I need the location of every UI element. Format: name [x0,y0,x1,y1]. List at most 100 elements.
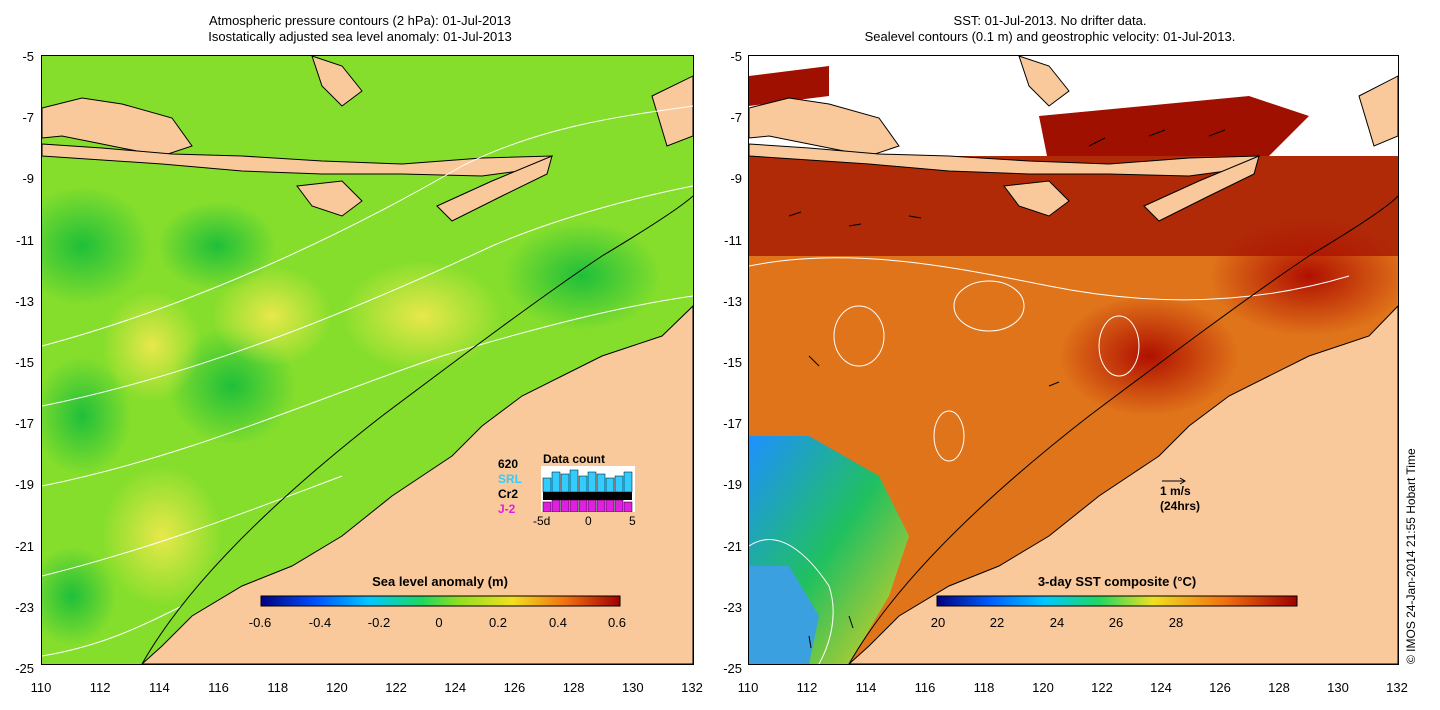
sst-map [748,55,1399,665]
sst-colorbar [936,595,1298,607]
right-title-line2: Sealevel contours (0.1 m) and geostrophi… [864,29,1236,44]
sst-cb-tick-5: 28 [1168,615,1184,630]
sst-warm-patch-1 [749,66,829,106]
timor-island [436,155,553,222]
sst-colorbar-label: 3-day SST composite (°C) [1037,574,1197,589]
left-lat-tick: -13 [15,293,34,309]
left-lon-tick: 118 [267,680,289,695]
left-lon-tick: 114 [148,680,170,695]
right-lat-tick: -7 [730,110,742,126]
sla-contour-3 [1098,315,1140,377]
sla-high-4 [102,466,222,606]
right-lon-tick: 120 [1032,680,1054,695]
sat-620-label: 620 [498,457,519,471]
imos-credit: © IMOS 24-Jan-2014 21:55 Hobart Time [1404,448,1418,664]
sat-j2-label: J-2 [498,502,516,516]
left-lon-tick: 128 [562,680,585,695]
left-lat-tick: -25 [15,661,34,676]
right-lat-tick: -9 [730,171,742,187]
left-title-line2: Isostatically adjusted sea level anomaly… [208,29,512,44]
sla-contour-6 [749,539,834,664]
left-lat-tick: -7 [22,110,34,126]
data-count-chart [541,466,635,512]
left-lat-tick: -19 [15,477,34,493]
left-lon-tick: 112 [89,680,111,695]
right-lat-tick: -25 [723,661,742,676]
sla-low-4 [502,221,662,331]
right-lon-tick: 126 [1209,680,1231,695]
left-lon-tick: 126 [503,680,526,695]
left-lon-tick: 120 [326,680,348,695]
sla-contour-4 [933,410,965,462]
sla-cb-tick-3: -0.2 [367,615,391,630]
right-lat-tick: -21 [723,538,742,554]
left-lat-tick: -23 [15,599,34,615]
scale-arrow-head [1179,477,1186,485]
sst-warm-patch-2 [1039,96,1309,166]
left-title-line1: Atmospheric pressure contours (2 hPa): 0… [208,13,512,28]
sst-sulawesi-land [1018,56,1070,107]
left-lon-tick: 130 [621,680,644,695]
right-lat-tick: -11 [724,232,742,248]
right-lat-tick: -19 [723,477,742,493]
right-lat-tick: -5 [730,49,742,64]
sst-warm-core-1 [1209,216,1398,336]
right-lat-tick: -17 [723,416,742,432]
sla-map-canvas [42,56,693,664]
sst-cb-tick-3: 24 [1049,615,1065,630]
sla-high-2 [102,291,202,401]
sla-contour-1 [833,305,885,367]
right-lon-tick: 112 [796,680,818,695]
data-count-xtick-2: 0 [585,514,592,528]
sla-low-2 [157,201,277,291]
left-lat-tick: -21 [15,538,34,554]
sla-high-1 [212,266,332,366]
new-guinea-land [651,75,693,147]
sla-low-5 [42,356,132,476]
data-count-title: Data count [543,452,606,466]
sla-high-3 [342,261,502,371]
sst-map-canvas [749,56,1398,664]
scale-arrow-label-1: 1 m/s [1160,484,1191,498]
left-lat-tick: -15 [15,355,34,370]
australia-mainland [141,305,693,664]
sla-low-1 [42,186,152,306]
sst-timor-island [1143,155,1260,222]
sla-cb-tick-6: 0.4 [548,615,568,630]
data-count-xtick-1: -5d [533,514,551,528]
pressure-contour-5 [42,605,183,657]
sat-srl-label: SRL [498,472,522,486]
sla-cb-tick-7: 0.6 [607,615,627,630]
sst-cold-region [749,566,819,664]
sst-sumba-island [1003,180,1070,217]
right-lon-tick: 116 [914,680,936,695]
srl-bars [542,469,633,493]
right-lon-tick: 124 [1150,680,1172,695]
sla-map [41,55,694,665]
shelf-contour [141,195,693,664]
pressure-contour-2 [42,185,693,407]
sst-shelf-contour [848,195,1398,664]
sla-cb-tick-2: -0.4 [308,615,332,630]
sst-cb-tick-2: 22 [989,615,1005,630]
left-lat-tick: -9 [22,171,34,187]
sla-colorbar-label: Sea level anomaly (m) [372,574,508,589]
java-island [42,97,193,157]
sla-colorbar [260,595,621,607]
scale-arrow-label-2: (24hrs) [1160,499,1201,513]
right-title-line1: SST: 01-Jul-2013. No drifter data. [953,13,1147,28]
sst-cb-tick-4: 26 [1108,615,1124,630]
sst-new-guinea-land [1358,75,1398,147]
right-lon-tick: 118 [973,680,995,695]
left-lat-tick: -5 [22,49,34,64]
right-lon-tick: 122 [1091,680,1113,695]
sla-cb-tick-4: 0 [435,615,443,630]
left-lon-tick: 124 [444,680,467,695]
sla-cb-tick-1: -0.6 [248,615,272,630]
right-lat-tick: -15 [723,355,742,370]
sumba-island [296,180,363,217]
cr2-band [543,492,632,500]
pressure-contour-3 [42,295,693,487]
left-lon-tick: 122 [385,680,407,695]
sla-contour-5 [749,257,1350,301]
